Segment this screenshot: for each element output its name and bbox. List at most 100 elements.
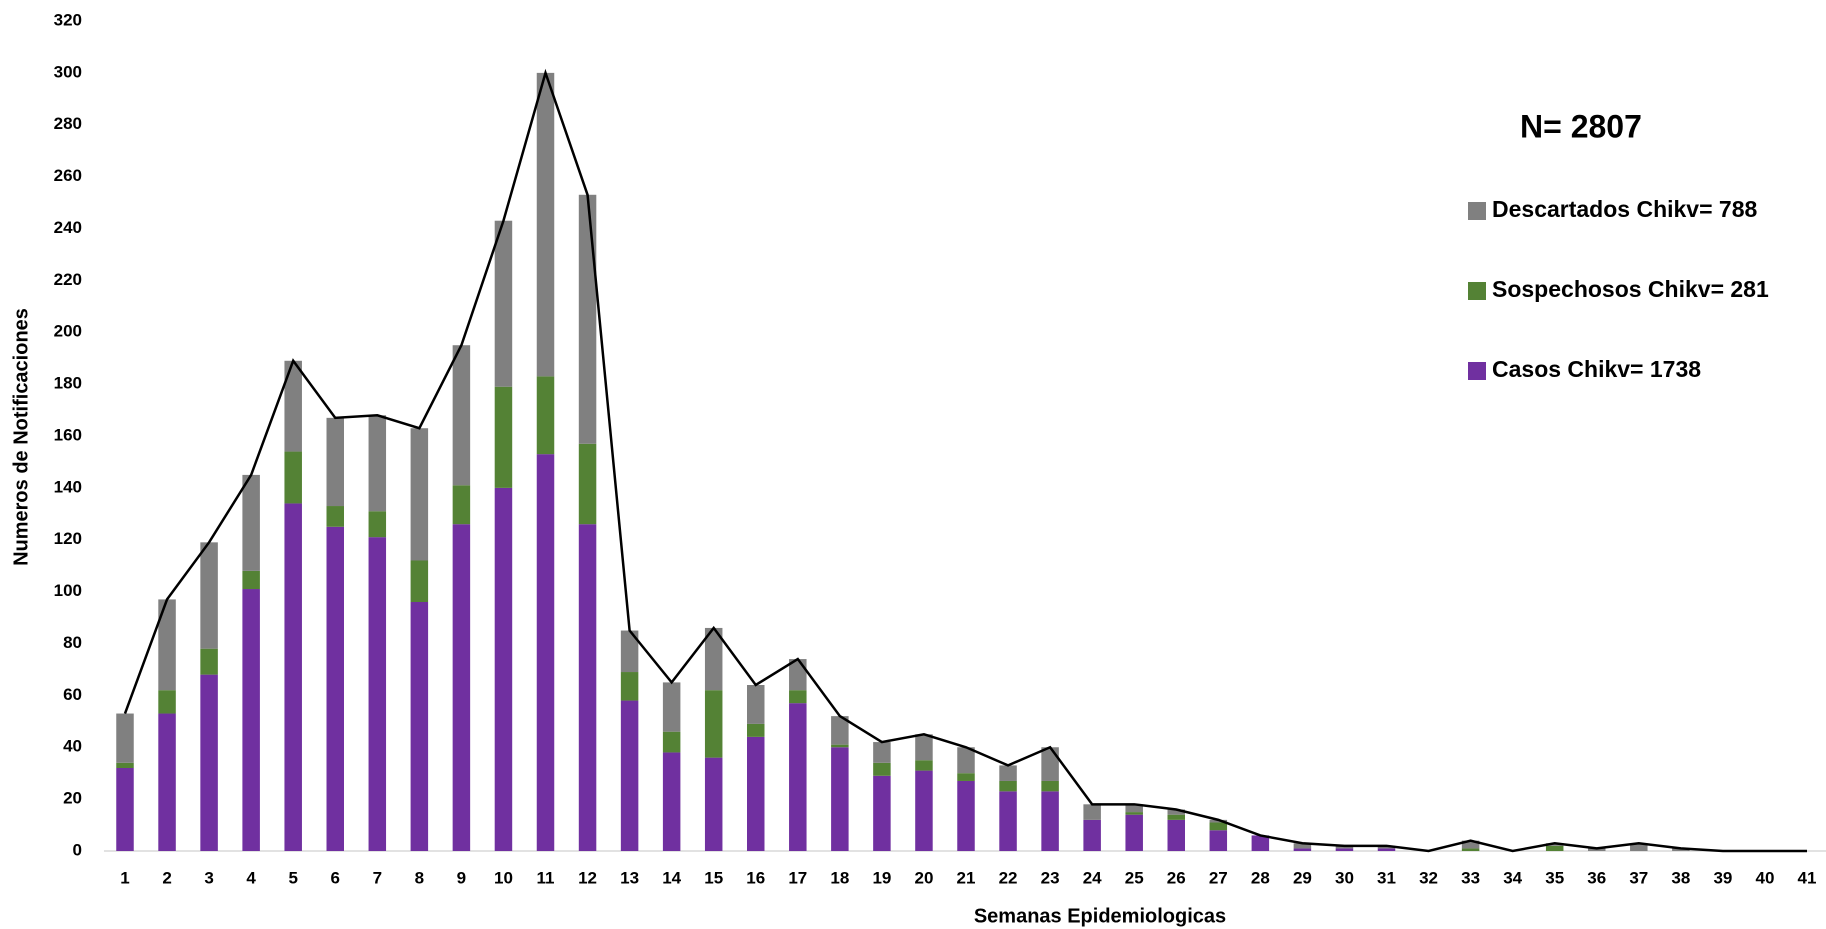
y-tick-label: 320 bbox=[54, 10, 82, 29]
bar-segment bbox=[1672, 848, 1690, 851]
y-tick-label: 80 bbox=[63, 633, 82, 652]
x-tick-label: 34 bbox=[1503, 868, 1522, 887]
y-tick-label: 160 bbox=[54, 425, 82, 444]
y-tick-label: 240 bbox=[54, 218, 82, 237]
bar-segment bbox=[536, 454, 555, 851]
y-tick-label: 120 bbox=[54, 529, 82, 548]
legend-swatch bbox=[1468, 202, 1486, 220]
bar-segment bbox=[326, 417, 344, 507]
x-tick-label: 30 bbox=[1335, 868, 1354, 887]
bar-segment bbox=[1461, 840, 1480, 849]
bar-segment bbox=[578, 524, 597, 851]
bar-segment bbox=[326, 526, 344, 851]
bar-segment bbox=[704, 690, 723, 758]
y-tick-label: 300 bbox=[54, 62, 82, 81]
bar-segment bbox=[200, 542, 218, 649]
x-tick-label: 8 bbox=[415, 868, 424, 887]
bar-segment bbox=[915, 760, 933, 771]
x-tick-label: 14 bbox=[662, 868, 681, 887]
legend-label: Sospechosos Chikv= 281 bbox=[1492, 276, 1769, 302]
bar-segment bbox=[116, 768, 134, 851]
bar-segment bbox=[368, 537, 387, 851]
bar-segment bbox=[284, 503, 302, 851]
bar-segment bbox=[200, 674, 218, 851]
x-tick-label: 36 bbox=[1587, 868, 1606, 887]
x-tick-label: 21 bbox=[957, 868, 976, 887]
x-tick-label: 38 bbox=[1671, 868, 1690, 887]
bar-segment bbox=[368, 415, 387, 512]
annotation: N= 2807 bbox=[1520, 108, 1642, 144]
bar-segment bbox=[410, 428, 429, 561]
x-tick-label: 25 bbox=[1125, 868, 1144, 887]
bar-segment bbox=[1125, 814, 1143, 851]
bar-segment bbox=[1377, 848, 1396, 851]
bar-segment bbox=[1083, 819, 1101, 851]
x-tick-label: 13 bbox=[620, 868, 639, 887]
y-tick-label: 40 bbox=[63, 737, 82, 756]
x-tick-label: 17 bbox=[788, 868, 807, 887]
bar-segment bbox=[999, 780, 1017, 792]
bar-segment bbox=[620, 630, 639, 673]
y-tick-label: 100 bbox=[54, 581, 82, 600]
bar-segment bbox=[1167, 819, 1185, 851]
bar-segment bbox=[662, 752, 681, 851]
bar-segment bbox=[410, 560, 429, 602]
bar-segment bbox=[1041, 747, 1059, 781]
bar-segment bbox=[536, 72, 555, 377]
bar-segment bbox=[494, 220, 513, 387]
bar-segment bbox=[957, 747, 975, 774]
y-tick-label: 260 bbox=[54, 166, 82, 185]
bar-segment bbox=[747, 723, 765, 737]
legend-label: Descartados Chikv= 788 bbox=[1492, 196, 1757, 222]
x-tick-label: 4 bbox=[246, 868, 256, 887]
bar-segment bbox=[1209, 822, 1228, 831]
bar-segment bbox=[915, 734, 933, 761]
bar-segment bbox=[789, 690, 807, 704]
bar-segment bbox=[1209, 830, 1228, 851]
bar-segment bbox=[200, 648, 218, 675]
x-tick-label: 6 bbox=[331, 868, 340, 887]
bar-segment bbox=[158, 599, 176, 691]
bar-segment bbox=[915, 770, 933, 851]
x-tick-label: 23 bbox=[1041, 868, 1060, 887]
bar-segment bbox=[1545, 845, 1564, 851]
bar-segment bbox=[578, 194, 597, 444]
x-tick-label: 27 bbox=[1209, 868, 1228, 887]
x-tick-label: 29 bbox=[1293, 868, 1312, 887]
bar-segment bbox=[873, 775, 891, 851]
bar-segment bbox=[242, 570, 260, 590]
x-tick-label: 9 bbox=[457, 868, 466, 887]
x-tick-label: 33 bbox=[1461, 868, 1480, 887]
bar-segment bbox=[704, 627, 723, 691]
x-tick-label: 22 bbox=[999, 868, 1018, 887]
x-tick-label: 19 bbox=[872, 868, 891, 887]
x-tick-label: 24 bbox=[1083, 868, 1102, 887]
bar-segment bbox=[704, 757, 723, 851]
bar-segment bbox=[789, 703, 807, 851]
y-tick-label: 280 bbox=[54, 114, 82, 133]
bar-segment bbox=[1293, 848, 1312, 851]
bar-segment bbox=[158, 690, 176, 714]
bar-segment bbox=[494, 487, 513, 851]
x-axis-title: Semanas Epidemiologicas bbox=[974, 905, 1226, 927]
y-tick-label: 140 bbox=[54, 477, 82, 496]
bar-segment bbox=[1251, 835, 1270, 851]
x-tick-label: 37 bbox=[1629, 868, 1648, 887]
x-tick-label: 2 bbox=[162, 868, 171, 887]
y-tick-label: 180 bbox=[54, 374, 82, 393]
y-tick-label: 0 bbox=[73, 840, 82, 859]
bar-segment bbox=[1377, 845, 1396, 849]
x-tick-label: 20 bbox=[914, 868, 933, 887]
x-tick-label: 3 bbox=[204, 868, 213, 887]
bar-segment bbox=[831, 747, 849, 851]
bar-segment bbox=[326, 506, 344, 527]
bar-segment bbox=[957, 773, 975, 781]
bar-segment bbox=[536, 376, 555, 455]
y-axis-title: Numeros de Notificaciones bbox=[10, 308, 32, 566]
x-tick-label: 11 bbox=[537, 868, 555, 887]
x-tick-label: 18 bbox=[830, 868, 849, 887]
bar-segment bbox=[1335, 848, 1354, 851]
x-tick-label: 28 bbox=[1251, 868, 1270, 887]
x-tick-label: 5 bbox=[288, 868, 297, 887]
bar-segment bbox=[957, 780, 975, 851]
